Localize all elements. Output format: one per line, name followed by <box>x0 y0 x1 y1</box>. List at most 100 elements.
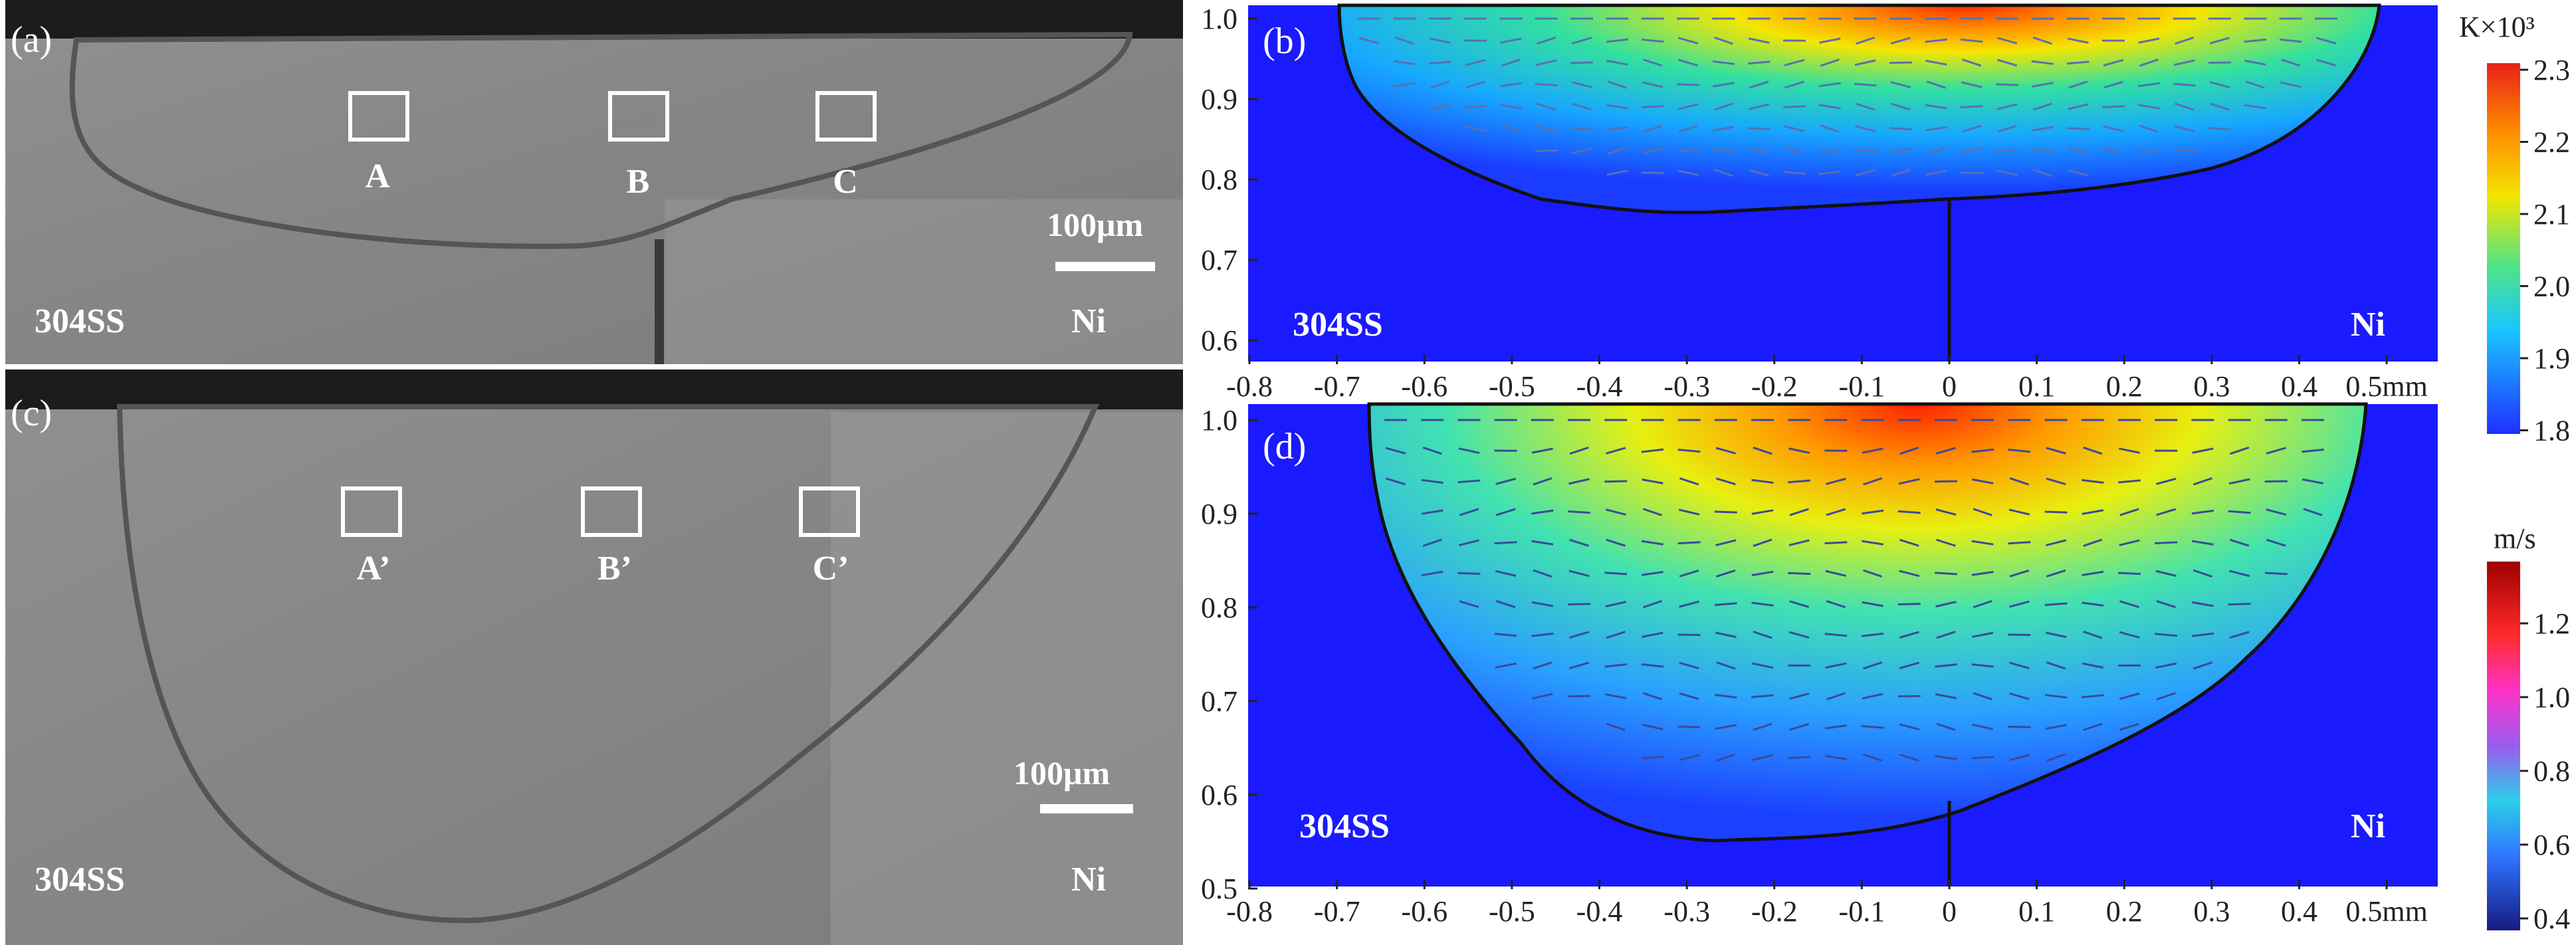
colorbar-temperature: K×10³ 2.3 2.2 2.1 2.0 1.9 1.8 <box>2459 11 2570 447</box>
panel-c-scale-bar <box>1040 804 1133 813</box>
velocity-arrow <box>1961 147 1983 155</box>
velocity-arrow <box>1752 754 1773 762</box>
velocity-arrow <box>1925 169 1947 176</box>
velocity-arrow <box>1428 60 1451 65</box>
velocity-arrow <box>2119 508 2139 516</box>
velocity-arrow <box>1531 447 1553 454</box>
velocity-arrow <box>1499 104 1522 110</box>
velocity-arrow <box>1716 753 1736 762</box>
colorbar-velocity-bar <box>2487 562 2520 930</box>
velocity-arrow <box>2102 105 2125 108</box>
velocity-arrow <box>1783 105 1806 108</box>
velocity-arrow <box>1531 692 1553 700</box>
velocity-arrow <box>1972 723 1994 730</box>
panel-d-tag: (d) <box>1263 426 1306 467</box>
velocity-arrow <box>1495 599 1516 609</box>
velocity-arrow <box>2137 104 2160 110</box>
panel-d-y-tick-label: 0.5 <box>1201 873 1237 905</box>
velocity-arrow <box>1677 58 1699 67</box>
panel-b-melt-pool <box>1337 3 2381 215</box>
velocity-arrow <box>1826 600 1846 609</box>
panel-c-top-dark-band <box>5 369 1183 409</box>
velocity-arrow <box>2119 631 2140 639</box>
velocity-arrow <box>1925 126 1947 132</box>
velocity-arrow <box>2155 570 2177 578</box>
velocity-arrow <box>2103 146 2123 155</box>
panel-c-box-B-label: B’ <box>597 550 632 587</box>
velocity-arrow <box>1712 60 1735 65</box>
velocity-arrow <box>2083 538 2103 547</box>
velocity-arrow <box>1676 83 1700 86</box>
velocity-arrow <box>1861 632 1884 637</box>
velocity-arrow <box>2244 38 2267 43</box>
velocity-arrow <box>1642 692 1663 700</box>
velocity-arrow <box>1789 600 1810 608</box>
velocity-arrow <box>1899 754 1919 762</box>
velocity-arrow <box>1788 447 1810 454</box>
velocity-arrow <box>1863 661 1883 670</box>
colorbar-temperature-tick-label: 2.3 <box>2533 54 2570 86</box>
panel-a: (a) A B C 100μm 304SS Ni <box>5 0 1183 364</box>
velocity-arrow <box>1421 570 1444 577</box>
velocity-arrow <box>1925 59 1947 66</box>
velocity-arrow <box>1899 661 1919 670</box>
velocity-arrow <box>1789 722 1810 731</box>
velocity-arrow <box>1997 124 2017 133</box>
panel-d-x-tick-label: -0.8 <box>1226 895 1273 928</box>
velocity-arrow <box>1604 693 1627 700</box>
velocity-arrow <box>1824 754 1847 761</box>
velocity-arrow <box>2045 724 2067 730</box>
colorbar-velocity-tick-label: 1.0 <box>2533 681 2570 714</box>
panel-b-x-tick-label: 0.4 <box>2281 370 2317 403</box>
velocity-arrow <box>1854 59 1876 66</box>
velocity-arrow <box>1854 82 1877 87</box>
velocity-arrow <box>2209 37 2230 45</box>
velocity-arrow <box>2031 148 2054 154</box>
velocity-arrow <box>2066 60 2090 65</box>
velocity-arrow <box>1571 37 1592 45</box>
velocity-arrow <box>1713 36 1733 45</box>
velocity-arrow <box>1935 447 1957 455</box>
velocity-arrow <box>2082 509 2104 515</box>
velocity-arrow <box>1642 147 1664 155</box>
velocity-arrow <box>2044 694 2068 699</box>
velocity-arrow <box>1749 103 1770 110</box>
velocity-arrow <box>1422 446 1442 455</box>
velocity-arrow <box>1642 124 1663 133</box>
velocity-arrow <box>2191 632 2214 637</box>
velocity-arrow <box>1996 58 2018 67</box>
velocity-arrow <box>1825 662 1847 669</box>
velocity-arrow <box>1751 662 1774 669</box>
velocity-arrow <box>1531 601 1554 607</box>
velocity-arrow <box>1713 102 1733 111</box>
velocity-arrow <box>1788 756 1811 760</box>
velocity-arrow <box>1605 601 1627 608</box>
velocity-arrow <box>2303 508 2323 516</box>
velocity-arrow <box>1570 127 1593 131</box>
panel-c-box-A <box>341 486 402 537</box>
panel-c-tag: (c) <box>11 393 52 434</box>
velocity-arrow <box>1429 37 1451 44</box>
velocity-arrow <box>1500 37 1522 44</box>
velocity-arrow <box>1568 661 1590 670</box>
velocity-arrow <box>1607 80 1627 89</box>
velocity-arrow <box>1677 725 1701 728</box>
velocity-arrow <box>1386 477 1406 486</box>
velocity-arrow <box>1925 38 1948 43</box>
velocity-arrow <box>2118 447 2141 454</box>
velocity-arrow <box>1971 663 1994 668</box>
velocity-arrow <box>1393 82 1416 88</box>
velocity-arrow <box>2009 661 2030 670</box>
velocity-arrow <box>1751 570 1774 577</box>
panel-d-y-tick-label: 1.0 <box>1201 404 1237 437</box>
velocity-arrow <box>1935 601 1957 608</box>
velocity-arrow <box>2031 126 2054 132</box>
velocity-arrow <box>1825 570 1847 578</box>
velocity-arrow <box>1789 508 1809 516</box>
velocity-arrow <box>2083 722 2103 731</box>
velocity-arrow <box>1572 102 1592 111</box>
velocity-arrow <box>1642 58 1663 67</box>
velocity-arrow <box>2192 601 2214 607</box>
velocity-arrow <box>1996 149 2018 153</box>
velocity-arrow <box>2046 447 2066 455</box>
